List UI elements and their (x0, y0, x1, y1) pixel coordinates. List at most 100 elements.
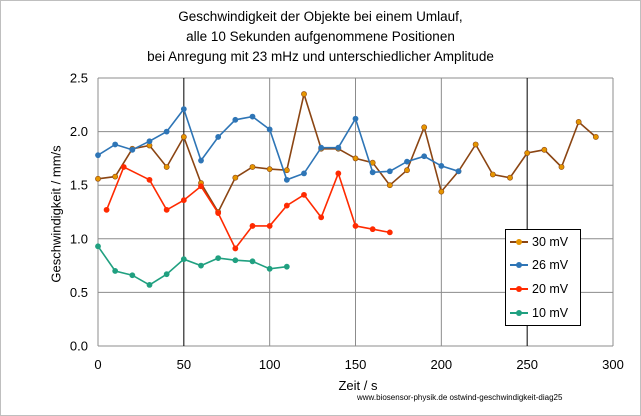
legend-item-20mv: 20 mV (506, 281, 580, 297)
data-point-30mv (592, 134, 599, 140)
legend-item-30mv: 30 mV (506, 234, 580, 250)
data-point-20mv (369, 226, 376, 233)
x-tick-label: 150 (345, 357, 367, 372)
data-point-20mv (266, 223, 273, 229)
data-point-30mv (95, 175, 101, 182)
legend-label-26mv: 26 mV (532, 258, 569, 272)
x-tick-label: 200 (430, 357, 452, 372)
y-axis-label: Geschwindigkeit / mm/s (48, 145, 64, 283)
legend-marker-10mv (516, 310, 522, 316)
data-point-30mv (232, 174, 239, 181)
legend-label-30mv: 30 mV (532, 235, 569, 249)
data-point-30mv (421, 124, 428, 131)
data-point-30mv (352, 155, 359, 162)
series-line-10mv (97, 245, 287, 286)
data-point-20mv (103, 206, 110, 213)
series-line-30mv (97, 91, 597, 214)
data-point-10mv (232, 257, 239, 264)
data-point-30mv (163, 164, 170, 170)
data-point-10mv (163, 271, 170, 278)
data-point-10mv (215, 255, 222, 261)
data-point-10mv (146, 281, 153, 288)
data-point-30mv (472, 141, 479, 148)
data-point-30mv (524, 150, 531, 156)
data-point-30mv (180, 134, 187, 140)
data-point-26mv (112, 141, 119, 148)
data-point-26mv (421, 153, 428, 160)
data-point-20mv (146, 176, 153, 183)
data-point-20mv (180, 197, 187, 204)
y-tick-label: 1.5 (70, 178, 88, 193)
data-point-26mv (335, 144, 342, 151)
data-point-20mv (215, 210, 222, 216)
data-point-26mv (404, 158, 410, 165)
y-tick-label: 1.0 (70, 231, 88, 246)
data-point-20mv (198, 183, 204, 190)
data-point-26mv (95, 152, 101, 159)
data-point-20mv (283, 202, 290, 209)
data-point-30mv (489, 171, 496, 178)
data-point-26mv (455, 168, 462, 175)
data-point-10mv (266, 265, 273, 272)
data-point-26mv (198, 157, 204, 164)
watermark-text: www.biosensor-physik.de ostwind-geschwin… (357, 393, 563, 402)
data-point-20mv (335, 170, 342, 177)
data-point-20mv (301, 191, 307, 198)
data-point-30mv (283, 167, 290, 174)
y-tick-label: 2.5 (70, 71, 88, 86)
data-point-30mv (404, 167, 410, 174)
y-tick-label: 2.0 (70, 124, 88, 139)
legend-label-20mv: 20 mV (532, 282, 569, 296)
data-point-26mv (249, 113, 256, 120)
y-tick-label: 0.0 (70, 339, 88, 354)
legend-marker-26mv (516, 262, 522, 268)
data-point-26mv (301, 170, 307, 177)
x-tick-label: 100 (259, 357, 281, 372)
data-point-10mv (283, 263, 290, 270)
chart-title-line-1: Geschwindigkeit der Objekte bei einem Um… (178, 9, 463, 24)
data-point-20mv (163, 206, 170, 213)
data-point-26mv (318, 144, 325, 151)
data-point-30mv (266, 166, 273, 173)
data-point-30mv (438, 188, 445, 195)
legend-item-26mv: 26 mV (506, 257, 580, 273)
x-tick-label: 0 (94, 357, 101, 372)
data-point-30mv (507, 174, 513, 181)
data-point-20mv (352, 223, 359, 229)
data-point-26mv (438, 163, 445, 169)
x-axis-label: Zeit / s (338, 378, 378, 393)
data-point-26mv (369, 169, 376, 176)
data-point-26mv (146, 138, 153, 145)
data-point-10mv (112, 268, 119, 274)
data-point-26mv (129, 146, 136, 153)
legend-marker-20mv (516, 286, 522, 292)
x-tick-label: 50 (177, 357, 191, 372)
chart-title-line-2: alle 10 Sekunden aufgenommene Positionen (186, 29, 455, 44)
data-point-30mv (386, 182, 393, 189)
data-point-26mv (386, 168, 393, 175)
data-point-20mv (120, 164, 127, 170)
data-point-10mv (180, 256, 187, 263)
legend: 30 mV 26 mV 20 mV 10 mV (505, 229, 581, 326)
data-point-30mv (112, 173, 119, 180)
data-point-10mv (249, 258, 256, 265)
data-point-30mv (541, 146, 548, 153)
data-point-20mv (232, 245, 239, 252)
data-point-10mv (95, 243, 101, 250)
legend-item-10mv: 10 mV (506, 305, 580, 321)
data-point-26mv (283, 176, 290, 183)
legend-label-10mv: 10 mV (532, 306, 569, 320)
data-point-26mv (215, 134, 222, 140)
data-point-10mv (198, 262, 204, 269)
x-tick-label: 300 (602, 357, 624, 372)
data-point-10mv (129, 272, 136, 279)
data-point-30mv (249, 164, 256, 170)
chart-title-line-3: bei Anregung mit 23 mHz und unterschiedl… (147, 49, 494, 64)
data-point-30mv (575, 119, 582, 125)
x-tick-label: 250 (516, 357, 538, 372)
data-point-26mv (352, 115, 359, 122)
data-point-20mv (318, 214, 325, 221)
legend-marker-30mv (516, 239, 522, 245)
series-line-26mv (97, 107, 459, 181)
